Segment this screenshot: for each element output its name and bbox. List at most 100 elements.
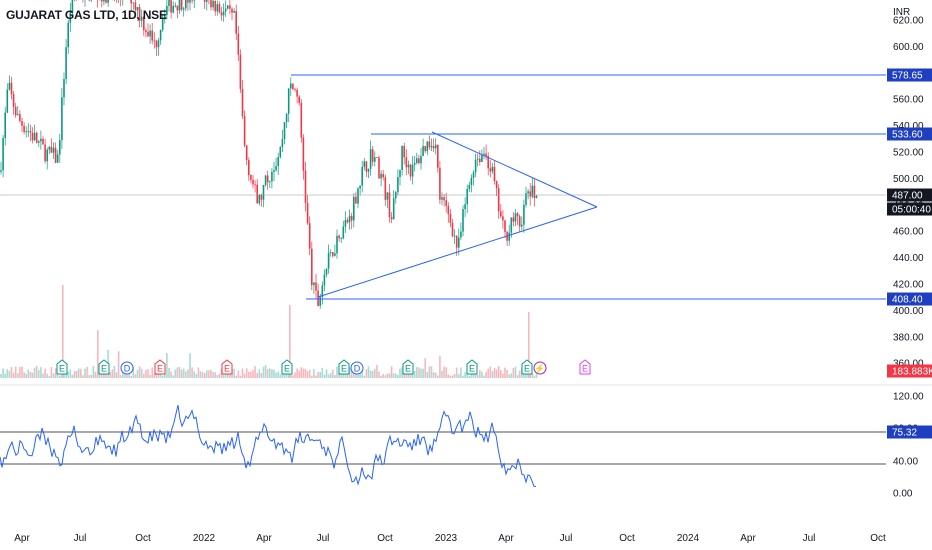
candle-body [166, 5, 168, 16]
volume-bar [239, 375, 242, 378]
dividend-marker[interactable]: D [350, 361, 364, 375]
candle-body [237, 33, 240, 55]
candle-body [403, 146, 405, 158]
volume-bar [130, 375, 132, 378]
volume-bar [455, 367, 458, 378]
candle-body [275, 166, 277, 171]
candle-body [138, 7, 141, 21]
volume-bar [227, 372, 229, 378]
volume-bar [528, 312, 530, 378]
volume-bar [346, 371, 349, 378]
candle-body [31, 132, 34, 141]
svg-text:⚡: ⚡ [534, 363, 545, 375]
candle-body [338, 235, 340, 239]
earnings-marker[interactable]: E [281, 359, 293, 375]
candle-body [130, 0, 132, 4]
candle-body [428, 141, 431, 148]
candle-body [132, 2, 135, 4]
earnings-marker[interactable]: E [221, 359, 233, 375]
candle-body [258, 194, 261, 204]
candle-body [319, 297, 321, 306]
time-axis-label: 2024 [677, 533, 700, 544]
svg-text:E: E [341, 364, 347, 374]
triangle-lower-line[interactable] [317, 206, 598, 298]
volume-bar [302, 368, 305, 378]
candle-body [63, 79, 65, 98]
volume-bar [363, 375, 366, 378]
volume-bar [327, 374, 330, 378]
candle-body [54, 147, 57, 163]
volume-bar [518, 370, 521, 378]
price-tick-label: 540.00 [893, 121, 924, 132]
volume-bar [17, 373, 19, 378]
volume-bar [338, 372, 340, 378]
candle-body [283, 122, 286, 140]
earnings-marker[interactable]: E [579, 359, 591, 375]
volume-bar [69, 369, 72, 378]
volume-bar [311, 375, 313, 378]
earnings-marker[interactable]: E [338, 359, 350, 375]
candle-body [155, 40, 158, 48]
candle-body [449, 213, 452, 224]
volume-bar [14, 366, 17, 378]
earnings-marker[interactable]: E [521, 359, 533, 375]
earnings-marker[interactable]: E [466, 359, 478, 375]
volume-bar [132, 367, 135, 378]
split-marker[interactable]: ⚡ [533, 361, 547, 375]
candle-body [413, 162, 416, 165]
volume-bar [325, 369, 328, 378]
volume-bar [2, 368, 4, 378]
candle-body [392, 198, 395, 220]
earnings-marker[interactable]: E [402, 359, 414, 375]
volume-bar [529, 373, 531, 378]
volume-bar [35, 366, 38, 378]
candle-body [521, 224, 523, 227]
volume-bar [300, 367, 303, 378]
price-tick-label: 500.00 [893, 174, 924, 185]
event-markers[interactable]: E E D E E E E D E E E ⚡ E [56, 359, 591, 375]
earnings-marker[interactable]: E [98, 359, 110, 375]
volume-bar [453, 373, 456, 378]
earnings-marker[interactable]: E [154, 359, 166, 375]
volume-bar [117, 351, 120, 378]
volume-bar [254, 366, 256, 378]
candle-body [371, 149, 374, 162]
volume-bar [266, 368, 269, 378]
volume-bar [483, 375, 485, 378]
candle-body [365, 161, 368, 172]
volume-bar [161, 375, 164, 378]
volume-bar [525, 372, 527, 378]
candle-body [56, 154, 59, 163]
time-axis[interactable]: Apr Jul Oct 2022 Apr Jul Oct 2023 Apr Jul Oct 2024 A… [14, 533, 886, 544]
volume-bar [430, 366, 433, 378]
candle-body [447, 206, 450, 214]
candle-body [185, 0, 187, 9]
candle-body [334, 253, 336, 256]
earnings-marker[interactable]: E [56, 359, 68, 375]
candle-body [313, 282, 315, 286]
candle-body [460, 231, 462, 238]
candle-body [218, 4, 221, 13]
volume-bar [197, 367, 200, 378]
volume-bar [353, 372, 355, 378]
candle-body [504, 220, 506, 232]
volume-bar [174, 369, 177, 378]
volume-bar [468, 375, 471, 378]
triangle-upper-line[interactable] [431, 131, 598, 208]
candle-body [279, 147, 282, 158]
candle-body [416, 158, 418, 163]
volume-bar [201, 372, 204, 378]
volume-bar [462, 375, 464, 378]
dividend-marker[interactable]: D [120, 361, 134, 375]
volume-bar [151, 367, 153, 378]
triangle-pattern[interactable] [317, 131, 598, 298]
horizontal-lines[interactable] [0, 74, 886, 300]
candle-body [103, 0, 105, 2]
candle-body [145, 30, 147, 32]
candle-body [437, 144, 439, 168]
volume-bar [308, 369, 311, 378]
candle-body [40, 138, 42, 142]
volume-bar [172, 375, 174, 378]
